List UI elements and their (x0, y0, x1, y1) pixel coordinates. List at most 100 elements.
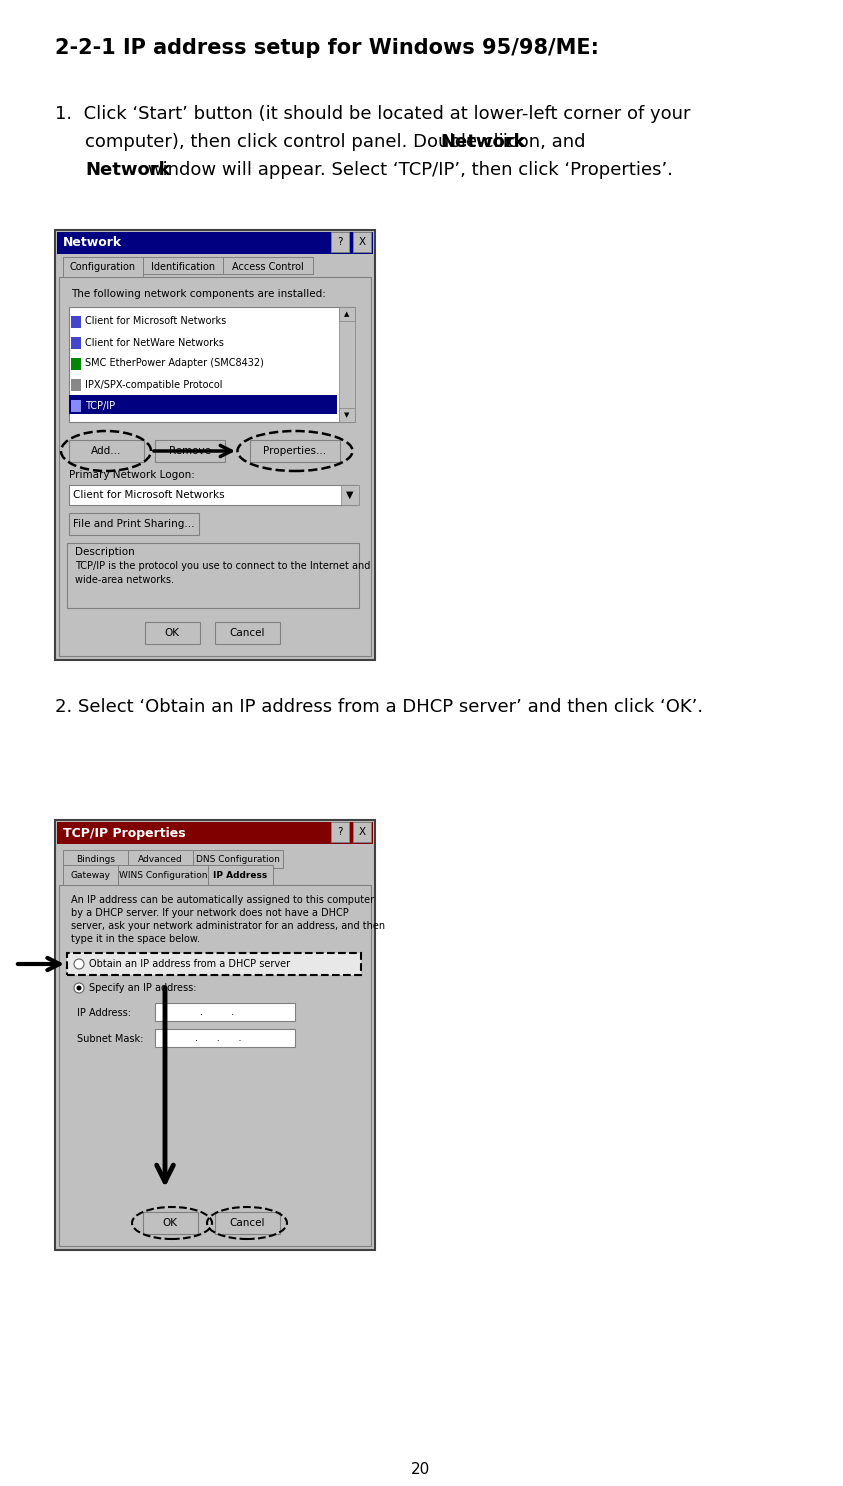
Text: The following network components are installed:: The following network components are ins… (71, 288, 326, 299)
Text: Client for NetWare Networks: Client for NetWare Networks (85, 337, 224, 348)
Bar (145, 623, 200, 643)
Text: An IP address can be automatically assigned to this computer: An IP address can be automatically assig… (71, 895, 374, 905)
Text: WINS Configuration: WINS Configuration (119, 871, 207, 880)
Text: Gateway: Gateway (71, 871, 110, 880)
Bar (69, 440, 144, 462)
Text: OK: OK (164, 629, 180, 637)
Bar (250, 440, 340, 462)
Text: wide-area networks.: wide-area networks. (75, 575, 174, 585)
Text: TCP/IP Properties: TCP/IP Properties (63, 826, 185, 840)
Bar (223, 257, 313, 273)
Text: Network: Network (440, 134, 526, 152)
Text: IPX/SPX-compatible Protocol: IPX/SPX-compatible Protocol (85, 379, 223, 389)
Text: Specify an IP address:: Specify an IP address: (89, 984, 196, 993)
Text: TCP/IP: TCP/IP (85, 401, 115, 410)
Bar (341, 484, 359, 505)
Text: Subnet Mask:: Subnet Mask: (77, 1034, 143, 1045)
Text: Cancel: Cancel (229, 1219, 265, 1227)
Text: Add...: Add... (91, 446, 121, 456)
Text: 2. Select ‘Obtain an IP address from a DHCP server’ and then click ‘OK’.: 2. Select ‘Obtain an IP address from a D… (55, 698, 703, 716)
Text: ▼: ▼ (345, 490, 352, 499)
Text: Description: Description (75, 547, 135, 557)
Bar (331, 822, 349, 843)
Bar (118, 865, 208, 886)
Text: SMC EtherPower Adapter (SMC8432): SMC EtherPower Adapter (SMC8432) (85, 358, 264, 369)
Bar (63, 850, 128, 868)
Text: File and Print Sharing...: File and Print Sharing... (73, 519, 195, 529)
Text: Client for Microsoft Networks: Client for Microsoft Networks (85, 317, 226, 327)
Bar (71, 379, 81, 391)
Text: Access Control: Access Control (232, 262, 303, 272)
Text: type it in the space below.: type it in the space below. (71, 935, 200, 944)
Text: .         .: . . (200, 1008, 234, 1016)
Text: ▼: ▼ (344, 412, 350, 418)
Bar (128, 850, 193, 868)
Bar (57, 822, 373, 844)
Text: TCP/IP is the protocol you use to connect to the Internet and: TCP/IP is the protocol you use to connec… (75, 562, 370, 571)
Text: IP Address:: IP Address: (77, 1008, 131, 1018)
Circle shape (77, 985, 82, 991)
Bar (353, 232, 371, 253)
Bar (155, 1003, 295, 1021)
Text: Cancel: Cancel (229, 629, 265, 637)
Text: 2-2-1 IP address setup for Windows 95/98/ME:: 2-2-1 IP address setup for Windows 95/98… (55, 39, 599, 58)
Text: window will appear. Select ‘TCP/IP’, then click ‘Properties’.: window will appear. Select ‘TCP/IP’, the… (142, 160, 673, 178)
Bar (193, 850, 283, 868)
Text: Obtain an IP address from a DHCP server: Obtain an IP address from a DHCP server (89, 958, 290, 969)
Text: Bindings: Bindings (76, 854, 115, 863)
Text: Identification: Identification (151, 262, 215, 272)
Bar (69, 484, 357, 505)
Text: Client for Microsoft Networks: Client for Microsoft Networks (73, 490, 224, 499)
Text: Network: Network (85, 160, 170, 178)
Text: server, ask your network administrator for an address, and then: server, ask your network administrator f… (71, 921, 385, 932)
Circle shape (74, 958, 84, 969)
Text: 20: 20 (411, 1462, 431, 1477)
Bar (208, 865, 273, 886)
Bar (215, 1213, 280, 1233)
Text: Advanced: Advanced (138, 854, 183, 863)
Text: ?: ? (337, 828, 343, 837)
Bar (353, 822, 371, 843)
Bar (71, 400, 81, 412)
Text: DNS Configuration: DNS Configuration (196, 854, 280, 863)
Text: ▲: ▲ (344, 311, 350, 317)
Text: ▼: ▼ (346, 490, 354, 499)
Bar (59, 276, 371, 655)
Text: Primary Network Logon:: Primary Network Logon: (69, 470, 195, 480)
Text: computer), then click control panel. Double-click: computer), then click control panel. Dou… (85, 134, 529, 152)
Bar (69, 513, 199, 535)
Text: icon, and: icon, and (497, 134, 586, 152)
Bar (143, 1213, 198, 1233)
Text: .      .      .: . . . (195, 1033, 241, 1043)
Text: OK: OK (163, 1219, 178, 1227)
Bar (155, 440, 225, 462)
Text: ?: ? (337, 236, 343, 247)
Bar (69, 308, 353, 422)
Bar (71, 337, 81, 349)
Bar (67, 953, 361, 975)
Text: Properties...: Properties... (263, 446, 326, 456)
Bar (339, 308, 355, 321)
Bar (55, 820, 375, 1250)
Text: X: X (358, 236, 366, 247)
Bar (63, 865, 118, 886)
Bar (71, 317, 81, 328)
Bar (339, 409, 355, 422)
Bar (63, 257, 143, 276)
Bar (215, 623, 280, 643)
Bar (143, 257, 223, 273)
Text: Network: Network (63, 236, 122, 250)
Bar (57, 232, 373, 254)
Circle shape (74, 984, 84, 993)
Bar (155, 1028, 295, 1048)
Text: by a DHCP server. If your network does not have a DHCP: by a DHCP server. If your network does n… (71, 908, 349, 918)
Bar (339, 308, 355, 422)
Bar (331, 232, 349, 253)
Text: Configuration: Configuration (70, 262, 136, 272)
Text: IP Address: IP Address (213, 871, 267, 880)
Text: X: X (358, 828, 366, 837)
Bar (55, 230, 375, 660)
Bar (67, 542, 359, 608)
Bar (59, 886, 371, 1245)
Bar (69, 395, 337, 415)
